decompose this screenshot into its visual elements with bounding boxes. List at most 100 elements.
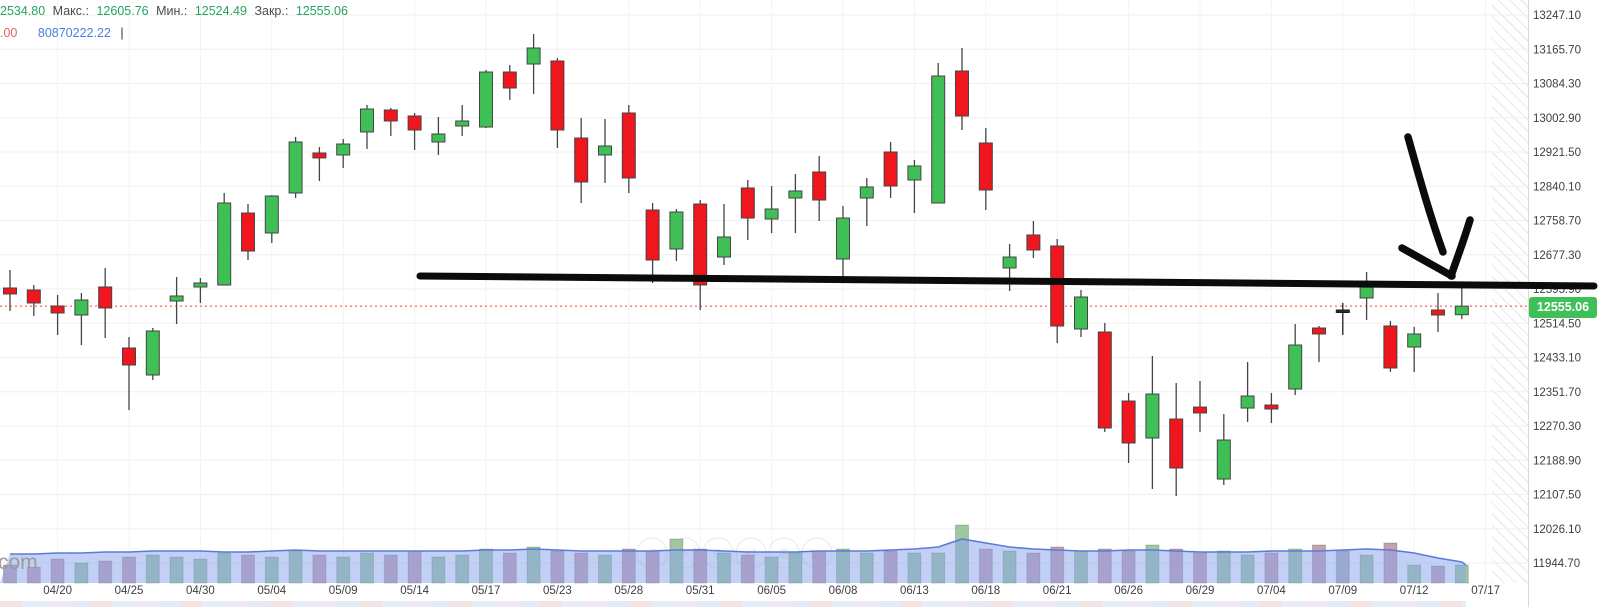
price-axis-label: 12188.90 [1533,455,1581,467]
candle-body [26,289,41,304]
price-axis-label: 12677.30 [1533,250,1581,262]
candle-body [1050,245,1065,327]
date-axis-label: 07/12 [1400,585,1429,597]
right-margin-hatch [1492,0,1528,583]
date-axis-label: 05/17 [472,585,501,597]
candle-body [812,171,827,201]
last-price-tag: 12555.06 [1529,297,1597,318]
price-axis-label: 13165.70 [1533,44,1581,56]
arrow-head-right-drawing[interactable] [1447,216,1474,280]
arrow-shaft-drawing[interactable] [1404,133,1447,256]
candle-body [883,151,898,187]
candle-body [407,115,422,131]
price-axis-label: 12921.50 [1533,147,1581,159]
candle-body [479,71,493,128]
date-axis-label: 07/09 [1328,585,1357,597]
candle-body [1097,331,1112,429]
candle-body [1288,344,1303,390]
candle-body [764,208,779,220]
candle-body [1454,305,1469,316]
candle-body [1026,234,1041,251]
candle-body [193,282,208,288]
volume-pane [0,524,1469,584]
candle-body [264,195,279,234]
candle-body [788,190,803,199]
legend-cursor: | [120,26,124,40]
candle-body [336,143,351,156]
date-axis-label: 05/28 [614,585,643,597]
candle-body [978,142,993,191]
price-axis-label: 12270.30 [1533,421,1581,433]
trend-line-drawing[interactable] [416,272,1598,290]
date-axis-label: 04/20 [43,585,72,597]
timeline-preview-strip[interactable] [0,601,1466,607]
arrow-head-left-drawing[interactable] [1398,244,1456,280]
price-axis-label: 12758.70 [1533,216,1581,228]
price-axis-label: 12107.50 [1533,490,1581,502]
candle-body [360,108,374,133]
candle-body [955,70,969,117]
candle-body [431,133,446,143]
date-axis-label: 05/04 [257,585,286,597]
date-axis-label: 04/30 [186,585,215,597]
legend-close-value: 12555.06 [295,4,348,18]
price-axis-label: 13247.10 [1533,10,1581,22]
price-axis-label: 12514.50 [1533,318,1581,330]
legend-change-value: .00 [0,26,18,40]
time-axis[interactable]: 04/20 04/25 04/30 05/04 05/09 05/14 05/17 05/23… [43,585,1500,597]
candle-body [1240,395,1255,409]
volume-ma-area [0,539,1466,583]
price-axis-label: 12026.10 [1533,524,1581,536]
candle-body [288,141,303,194]
candle-body [1264,404,1279,410]
candle-body [1216,439,1231,480]
price-axis-label: 12351.70 [1533,387,1581,399]
price-axis-label: 11944.70 [1533,558,1580,570]
candle-body [122,347,136,366]
price-axis-label: 13002.90 [1533,113,1581,125]
legend-high-value: 12605.76 [96,4,149,18]
candle-body [502,71,517,89]
date-axis-label: 05/31 [686,585,715,597]
candle-body [669,211,684,250]
volume-ma-line [10,538,1467,566]
candle-body [717,236,731,258]
candle-body [98,286,113,309]
date-axis-label: 06/18 [971,585,1000,597]
candle-body [931,75,946,204]
price-axis[interactable]: 13247.10 13165.70 13084.30 13002.90 12921.50… [1528,0,1581,607]
candle-body [1383,325,1398,369]
ohlc-legend: 2534.80 Макс.: 12605.76 Мин.: 12524.49 З… [0,4,352,18]
candle-body [241,212,255,252]
candle-body [1431,309,1445,316]
candle-body [217,202,232,286]
date-axis-label: 07/04 [1257,585,1286,597]
legend-open-value: 2534.80 [0,4,46,18]
candle-body [550,60,565,131]
date-axis-label: 06/05 [757,585,786,597]
user-drawings[interactable] [416,133,1598,290]
date-axis-label: 06/21 [1043,585,1072,597]
candle-body [740,187,755,219]
date-axis-label: 06/29 [1186,585,1215,597]
candle-body [1002,256,1017,269]
candle-body [169,295,184,302]
candles [3,33,1469,496]
candle-body [1145,393,1160,439]
candle-body [621,112,636,179]
candle-body [74,299,89,316]
candle-body [1359,286,1374,299]
candle-body [1407,333,1422,348]
candle-body [1121,400,1136,444]
price-axis-label: 13084.30 [1533,79,1581,91]
candle-body [693,203,708,286]
candle-body [526,47,541,65]
legend-close-label: Закр.: [254,4,289,18]
legend-volume-value: 80870222.22 [37,26,111,40]
candle-body [574,137,589,183]
candle-body [145,330,160,376]
legend-low-value: 12524.49 [194,4,247,18]
legend-high-label: Макс.: [52,4,89,18]
